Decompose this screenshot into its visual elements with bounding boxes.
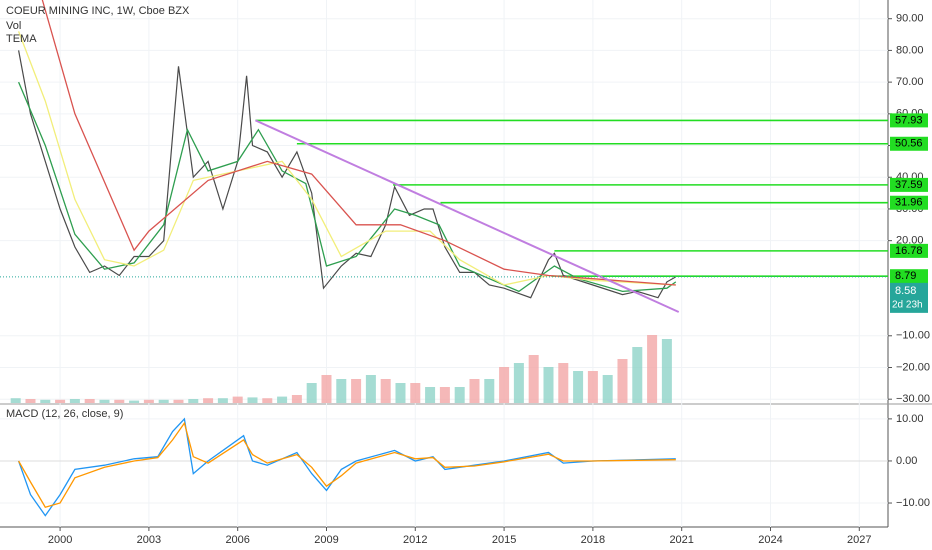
x-tick-label: 2006 — [225, 534, 249, 546]
last-price-box — [890, 282, 928, 313]
volume-bar — [99, 399, 110, 403]
volume-bar — [114, 399, 125, 403]
y-tick-label: −10.00 — [896, 330, 930, 342]
x-tick-label: 2012 — [403, 534, 427, 546]
volume-bar — [528, 355, 539, 403]
volume-bar — [632, 347, 643, 403]
level-label: 57.93 — [895, 114, 923, 126]
indicator-label: Vol — [6, 20, 21, 32]
x-tick-label: 2015 — [492, 534, 516, 546]
level-label: 16.78 — [895, 245, 923, 257]
macd-title: MACD (12, 26, close, 9) — [6, 408, 123, 420]
tema-line — [17, 31, 676, 286]
volume-bar — [439, 387, 450, 403]
y-tick-label: 70.00 — [896, 76, 924, 88]
volume-bar — [55, 399, 66, 403]
volume-bar — [365, 375, 376, 403]
volume-bar — [513, 363, 524, 403]
volume-bar — [158, 399, 169, 403]
x-tick-label: 2000 — [48, 534, 72, 546]
y-tick-label: 20.00 — [896, 235, 924, 247]
volume-bar — [469, 379, 480, 403]
volume-bar — [351, 379, 362, 403]
volume-bar — [499, 367, 510, 403]
y-tick-label: 90.00 — [896, 13, 924, 25]
volume-bar — [143, 399, 154, 403]
y-tick-label: 0.00 — [896, 455, 917, 467]
volume-bar — [173, 399, 184, 403]
level-label-box — [890, 136, 928, 151]
level-label: 8.79 — [895, 270, 916, 282]
volume-bar — [321, 375, 332, 403]
volume-bar — [484, 379, 495, 403]
level-label-box — [890, 195, 928, 210]
volume-bar — [84, 399, 95, 403]
volume-bar — [454, 387, 465, 403]
x-tick-label: 2009 — [314, 534, 338, 546]
volume-bar — [25, 399, 36, 403]
volume-bar — [661, 339, 672, 403]
volume-bar — [69, 399, 80, 403]
volume-bar — [306, 383, 317, 403]
y-tick-label: −30.00 — [896, 393, 930, 405]
volume-bar — [602, 375, 613, 403]
volume-bar — [336, 379, 347, 403]
volume-bar — [217, 398, 228, 403]
chart-title: COEUR MINING INC, 1W, Cboe BZX — [6, 5, 190, 17]
x-tick-label: 2024 — [758, 534, 782, 546]
x-tick-label: 2027 — [847, 534, 871, 546]
volume-bar — [129, 400, 140, 403]
indicator-label: TEMA — [6, 33, 37, 45]
x-tick-label: 2018 — [581, 534, 605, 546]
volume-bar — [410, 383, 421, 403]
y-tick-label: 80.00 — [896, 44, 924, 56]
volume-bar — [188, 399, 199, 403]
level-label-box — [890, 243, 928, 258]
trendline — [255, 119, 680, 313]
volume-bar — [647, 335, 658, 403]
macd-line — [18, 421, 676, 508]
volume-bar — [232, 396, 243, 403]
y-tick-label: −20.00 — [896, 361, 930, 373]
volume-bar — [380, 379, 391, 403]
volume-bar — [425, 387, 436, 403]
volume-bar — [40, 399, 51, 403]
volume-bar — [617, 359, 628, 403]
volume-bar — [262, 398, 273, 403]
y-tick-label: 10.00 — [896, 413, 924, 425]
level-label-box — [890, 269, 928, 284]
level-label-box — [890, 177, 928, 192]
volume-bar — [587, 371, 598, 403]
volume-bar — [247, 397, 258, 403]
volume-bar — [291, 395, 302, 403]
volume-bar — [395, 383, 406, 403]
x-tick-label: 2021 — [669, 534, 693, 546]
level-label-box — [890, 113, 928, 128]
last-price-label: 8.58 — [895, 285, 916, 297]
y-tick-label: −10.00 — [896, 497, 930, 509]
tema-line — [41, 0, 676, 286]
level-label: 31.96 — [895, 197, 923, 209]
volume-bar — [558, 363, 569, 403]
volume-bar — [203, 398, 214, 403]
volume-bar — [543, 367, 554, 403]
countdown-label: 2d 23h — [892, 300, 923, 311]
volume-bar — [10, 398, 21, 403]
tema-line — [18, 81, 677, 293]
price-line — [18, 50, 677, 299]
level-label: 50.56 — [895, 138, 923, 150]
volume-bar — [573, 371, 584, 403]
volume-bar — [277, 396, 288, 403]
x-tick-label: 2003 — [137, 534, 161, 546]
level-label: 37.59 — [895, 179, 923, 191]
